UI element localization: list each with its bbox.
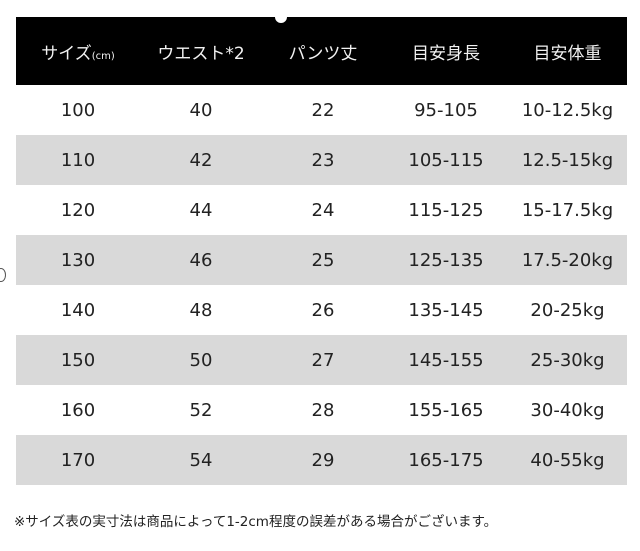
- table-header: サイズ(cm) ウエスト*2 パンツ丈 目安身長 目安体重: [16, 11, 627, 85]
- cell-height: 135-145: [408, 299, 484, 321]
- header-pants-length: パンツ丈: [288, 43, 358, 64]
- cell-weight: 25-30kg: [530, 349, 605, 371]
- table-row: 110 42 23 105-115 12.5-15kg: [16, 135, 627, 185]
- cell-height: 95-105: [414, 99, 478, 121]
- cell-waist: 46: [189, 249, 213, 271]
- cell-height: 145-155: [408, 349, 484, 371]
- cell-waist: 50: [189, 349, 213, 371]
- table-row: 160 52 28 155-165 30-40kg: [16, 385, 627, 435]
- table-row: 130 46 25 125-135 17.5-20kg: [16, 235, 627, 285]
- cell-size: 110: [60, 149, 96, 171]
- cell-height: 165-175: [408, 449, 484, 471]
- cell-height: 105-115: [408, 149, 484, 171]
- table-body: 100 40 22 95-105 10-12.5kg 110 42 23 105-115 12.5…: [16, 85, 627, 485]
- header-height: 目安身長: [412, 43, 480, 64]
- cell-height: 155-165: [408, 399, 484, 421]
- cell-pants-length: 26: [311, 299, 335, 321]
- cell-size: 130: [60, 249, 96, 271]
- size-unit: (cm): [91, 50, 115, 62]
- cell-pants-length: 27: [311, 349, 335, 371]
- cell-waist: 40: [189, 99, 213, 121]
- table-row: 140 48 26 135-145 20-25kg: [16, 285, 627, 335]
- cell-waist: 54: [189, 449, 213, 471]
- cell-weight: 20-25kg: [530, 299, 605, 321]
- header-weight: 目安体重: [533, 43, 602, 64]
- header-waist: ウエスト*2: [157, 43, 245, 64]
- cell-size: 140: [60, 299, 96, 321]
- cell-weight: 30-40kg: [530, 399, 605, 421]
- cell-pants-length: 25: [311, 249, 335, 271]
- cell-pants-length: 24: [311, 199, 335, 221]
- cell-size: 120: [60, 199, 96, 221]
- cell-size: 160: [60, 399, 96, 421]
- footnote: ※サイズ表の実寸法は商品によって1-2cm程度の誤差がある場合がございます。: [14, 514, 498, 530]
- cell-height: 125-135: [408, 249, 484, 271]
- cell-waist: 52: [189, 399, 213, 421]
- notch-decoration: [275, 11, 287, 23]
- cell-weight: 10-12.5kg: [521, 99, 614, 121]
- cell-waist: 44: [189, 199, 213, 221]
- cell-pants-length: 28: [311, 399, 335, 421]
- cell-waist: 42: [189, 149, 213, 171]
- cell-weight: 40-55kg: [530, 449, 605, 471]
- header-size: サイズ(cm): [41, 43, 115, 64]
- cell-size: 170: [60, 449, 96, 471]
- cell-weight: 15-17.5kg: [521, 199, 614, 221]
- cell-size: 150: [60, 349, 96, 371]
- edge-mark: [0, 268, 6, 282]
- cell-pants-length: 22: [311, 99, 335, 121]
- cell-pants-length: 29: [311, 449, 335, 471]
- size-table: サイズ(cm) ウエスト*2 パンツ丈 目安身長 目安体重 100 40 22 95-…: [16, 11, 627, 485]
- cell-pants-length: 23: [311, 149, 335, 171]
- cell-weight: 12.5-15kg: [521, 149, 614, 171]
- table-row: 150 50 27 145-155 25-30kg: [16, 335, 627, 385]
- table-row: 100 40 22 95-105 10-12.5kg: [16, 85, 627, 135]
- cell-size: 100: [60, 99, 96, 121]
- table-row: 120 44 24 115-125 15-17.5kg: [16, 185, 627, 235]
- cell-waist: 48: [189, 299, 213, 321]
- cell-height: 115-125: [408, 199, 484, 221]
- cell-weight: 17.5-20kg: [521, 249, 614, 271]
- table-row: 170 54 29 165-175 40-55kg: [16, 435, 627, 485]
